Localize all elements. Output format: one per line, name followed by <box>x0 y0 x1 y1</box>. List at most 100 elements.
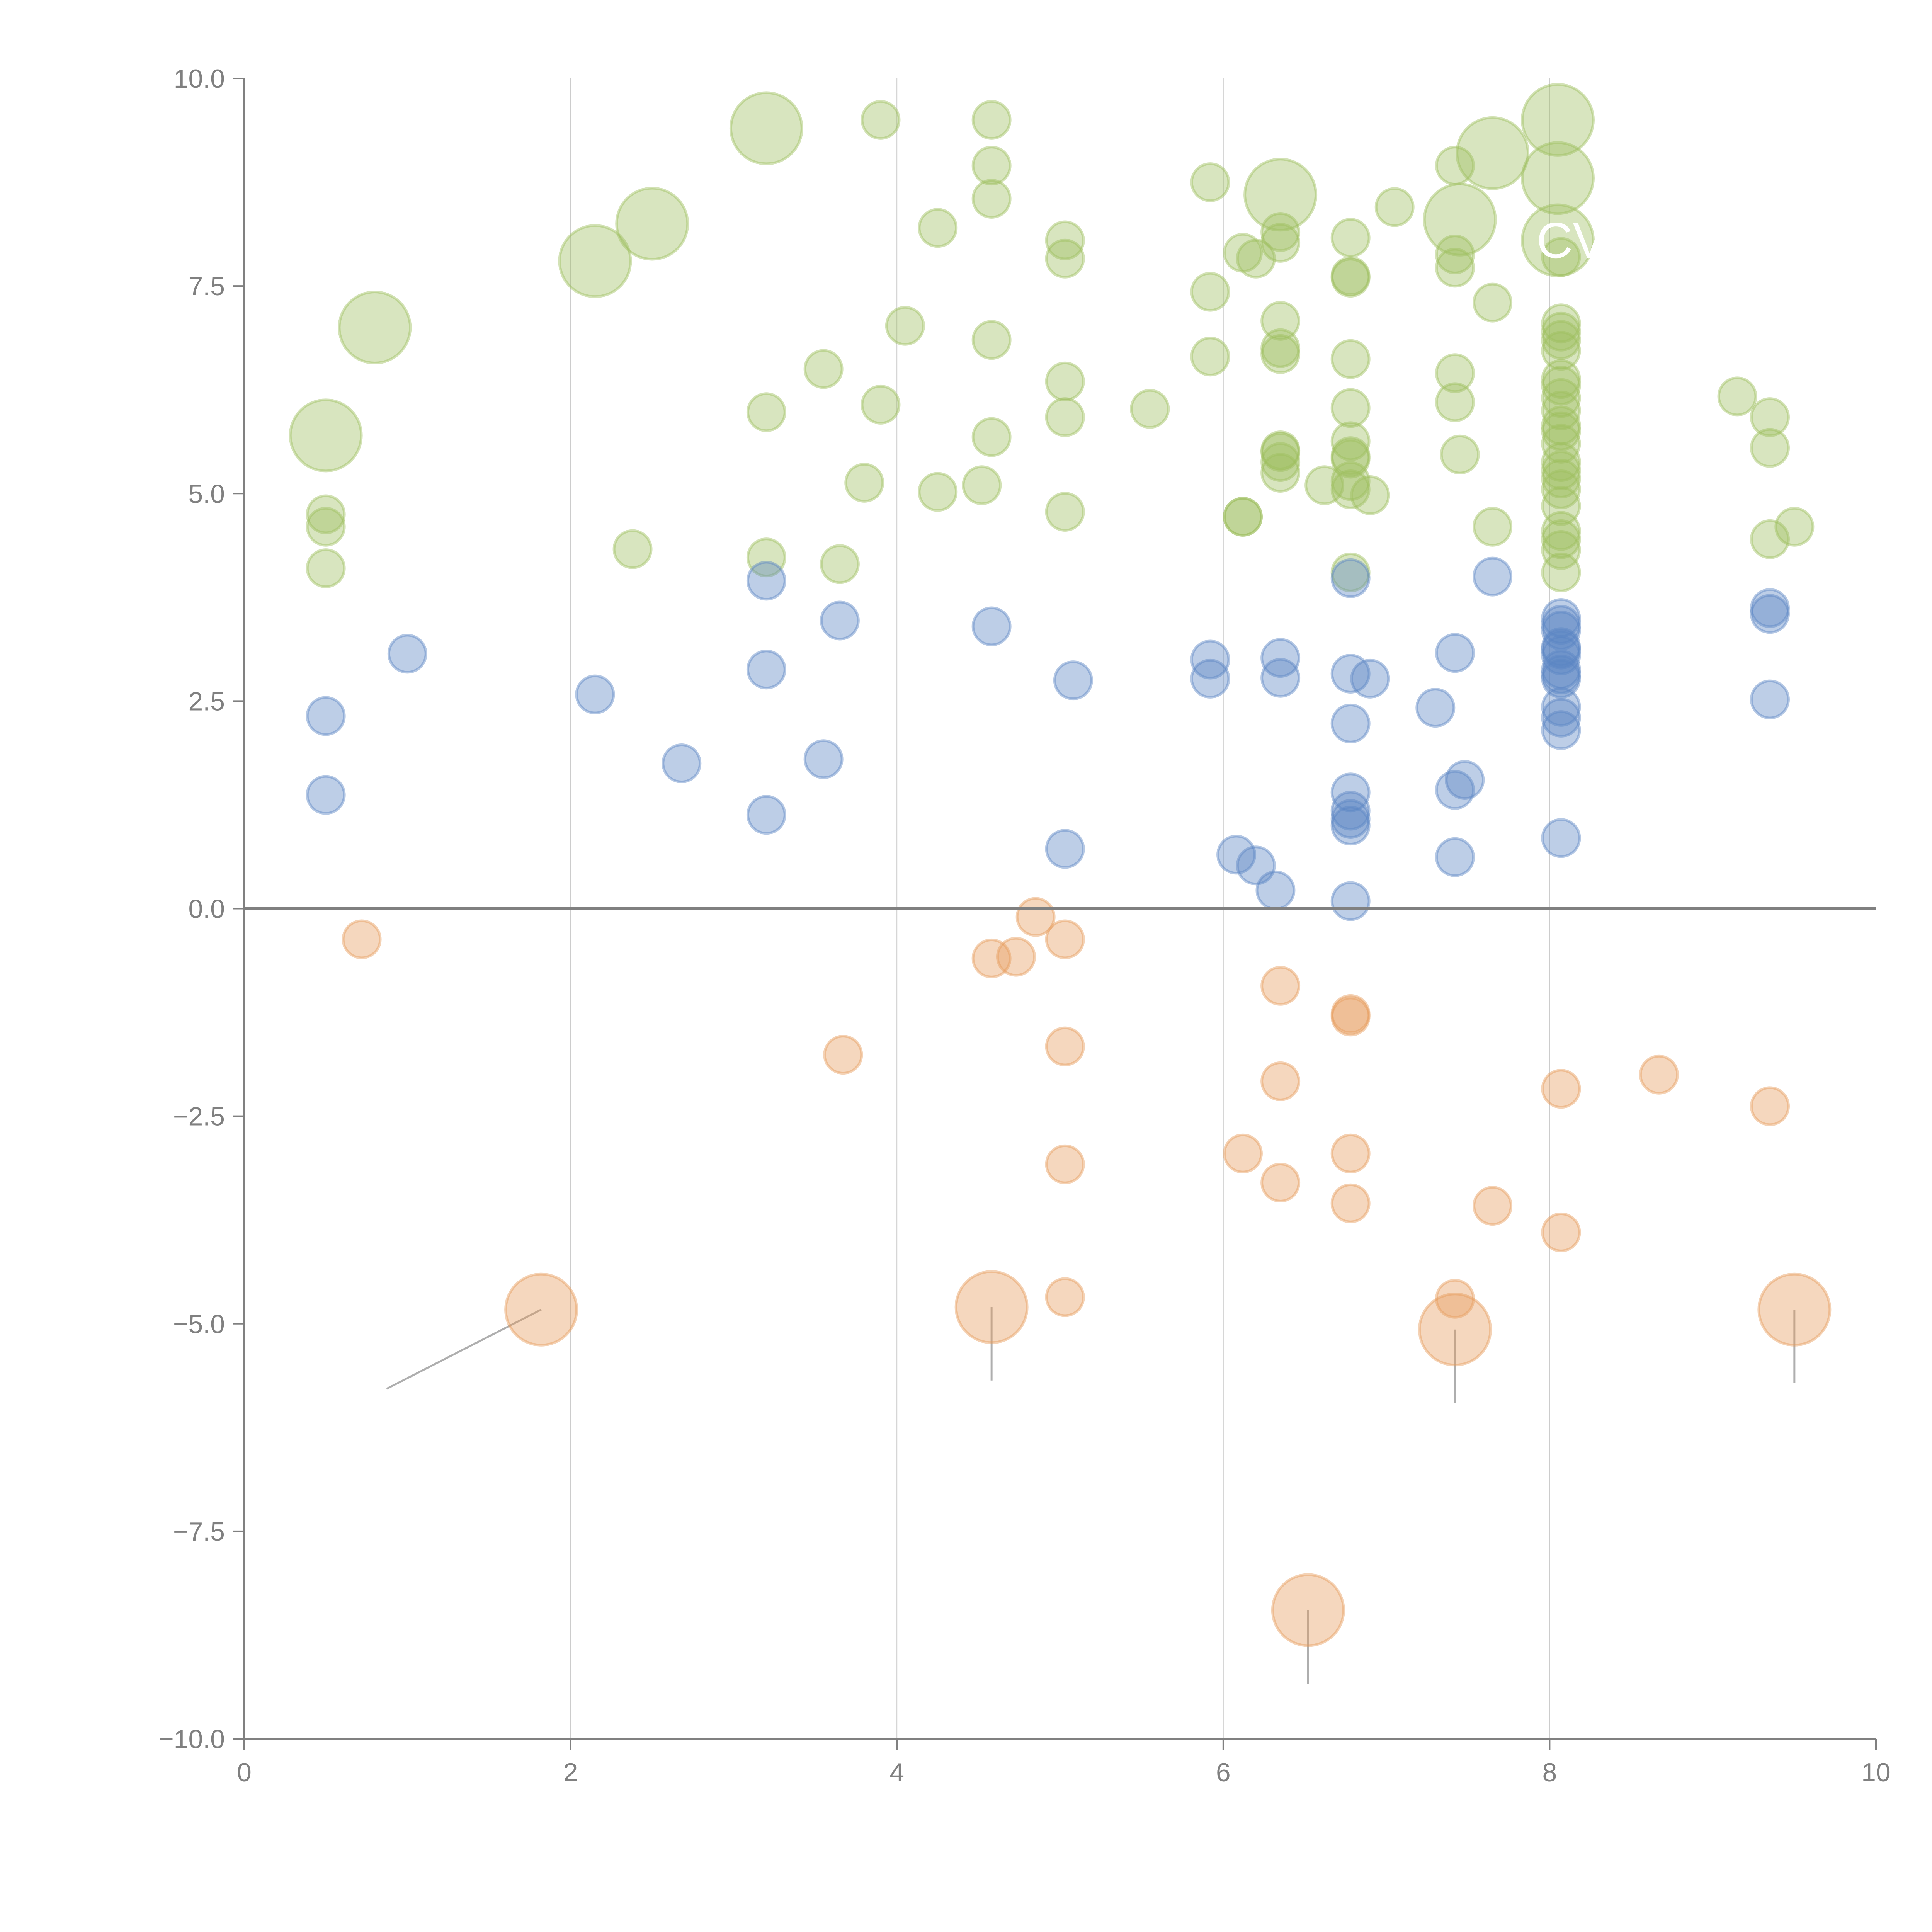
green-bubble <box>1045 238 1085 279</box>
blue-bubble <box>1330 791 1371 831</box>
green-bubble <box>306 548 346 588</box>
blue-bubble <box>306 775 346 815</box>
green-bubble <box>1190 162 1230 202</box>
green-bubble <box>338 291 412 365</box>
annotations: CV <box>1537 212 1607 269</box>
orange-bubble <box>1271 1573 1345 1647</box>
green-bubble <box>885 306 925 346</box>
green-bubble <box>1541 303 1581 344</box>
green-bubble <box>1541 442 1581 482</box>
x-tick-label: 6 <box>1216 1758 1231 1787</box>
green-bubble <box>615 187 689 261</box>
blue-bubble <box>1445 760 1485 800</box>
green-bubble <box>1130 389 1170 429</box>
blue-bubble <box>1330 653 1371 694</box>
blue-bubble <box>1541 650 1581 690</box>
y-tick-label: 2.5 <box>188 687 225 716</box>
orange-bubble <box>971 938 1012 978</box>
green-bubble <box>558 224 632 298</box>
green-bubble <box>1045 361 1085 401</box>
orange-bubble <box>1435 1279 1475 1319</box>
green-bubble <box>1304 465 1345 505</box>
blue-bubble <box>803 739 844 779</box>
green-bubble <box>1456 116 1530 190</box>
x-tick-label: 8 <box>1542 1758 1557 1787</box>
blue-bubble <box>1541 658 1581 699</box>
green-bubble <box>1541 237 1581 277</box>
x-tick-label: 0 <box>237 1758 252 1787</box>
y-tick-label: −2.5 <box>173 1102 225 1131</box>
orange-bubble <box>1045 919 1085 959</box>
orange-bubble <box>1045 1026 1085 1066</box>
leader-line <box>386 1309 542 1390</box>
blue-bubble <box>1190 658 1230 699</box>
green-bubble <box>1190 337 1230 377</box>
green-bubble <box>729 91 803 165</box>
blue-bubble <box>1330 558 1371 598</box>
green-bubble <box>1541 411 1581 451</box>
green-bubble <box>918 208 958 248</box>
blue-bubble <box>1236 845 1276 886</box>
blue-bubble <box>971 606 1012 646</box>
green-bubble <box>1750 519 1790 559</box>
green-bubble <box>1521 141 1595 215</box>
green-bubble <box>1260 442 1301 482</box>
green-bubble <box>746 392 786 432</box>
green-bubble <box>1260 212 1301 252</box>
blue-bubble <box>746 561 786 601</box>
blue-bubble <box>1541 818 1581 858</box>
green-bubble <box>1750 428 1790 468</box>
blue-bubble <box>1216 835 1257 875</box>
green-bubble <box>289 398 363 473</box>
green-bubble <box>1243 158 1318 232</box>
green-bubble <box>1541 469 1581 510</box>
y-tick-label: −7.5 <box>173 1517 225 1546</box>
green-bubble <box>1374 187 1415 227</box>
blue-bubble <box>820 600 860 641</box>
blue-bubble <box>1541 687 1581 727</box>
orange-bubble <box>1330 997 1371 1037</box>
orange-bubble <box>1330 1133 1371 1173</box>
y-tick-label: 7.5 <box>188 272 225 301</box>
green-bubble <box>1541 552 1581 592</box>
y-tick-label: −5.0 <box>173 1310 225 1339</box>
green-bubble <box>1236 238 1276 279</box>
green-bubble <box>1541 423 1581 464</box>
orange-bubble <box>342 919 382 959</box>
green-bubble <box>1717 376 1757 417</box>
orange-bubble <box>504 1272 578 1347</box>
green-bubble <box>971 146 1012 186</box>
green-bubble <box>861 384 901 425</box>
blue-bubble <box>1541 635 1581 675</box>
green-bubble <box>1260 223 1301 263</box>
green-bubble <box>1541 331 1581 371</box>
green-bubble <box>1774 507 1815 547</box>
green-bubble <box>1541 459 1581 499</box>
green-bubble <box>1435 146 1475 186</box>
green-bubble <box>962 465 1002 505</box>
green-bubble <box>1350 475 1390 515</box>
green-bubble <box>746 537 786 578</box>
green-bubble <box>1330 436 1371 476</box>
green-bubble <box>1541 359 1581 399</box>
green-bubble <box>306 507 346 547</box>
green-bubble <box>1330 339 1371 379</box>
green-bubble <box>1190 272 1230 312</box>
blue-bubble <box>1330 703 1371 743</box>
orange-bubble <box>1541 1069 1581 1109</box>
blue-bubble <box>1541 655 1581 695</box>
orange-bubble <box>1260 966 1301 1006</box>
blue-bubble <box>1255 870 1296 910</box>
green-bubble <box>1541 511 1581 551</box>
green-bubble <box>1435 234 1475 274</box>
blue-bubble <box>1045 829 1085 869</box>
green-bubble <box>1541 378 1581 418</box>
blue-bubble <box>575 674 615 714</box>
green-bubble <box>918 472 958 512</box>
green-bubble <box>1260 432 1301 472</box>
blue-bubble <box>1260 638 1301 678</box>
blue-bubble <box>1541 611 1581 651</box>
blue-bubble <box>1330 881 1371 921</box>
blue-bubble <box>1750 594 1790 634</box>
